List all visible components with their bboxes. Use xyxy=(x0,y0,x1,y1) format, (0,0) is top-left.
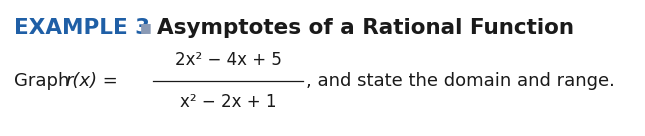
Text: Graph: Graph xyxy=(14,72,75,90)
Text: Asymptotes of a Rational Function: Asymptotes of a Rational Function xyxy=(157,18,574,38)
Text: 2x² − 4x + 5: 2x² − 4x + 5 xyxy=(175,51,281,69)
Text: EXAMPLE 3: EXAMPLE 3 xyxy=(14,18,150,38)
Text: , and state the domain and range.: , and state the domain and range. xyxy=(306,72,615,90)
Text: =: = xyxy=(97,72,123,90)
Text: x² − 2x + 1: x² − 2x + 1 xyxy=(180,93,276,111)
Text: r(x): r(x) xyxy=(65,72,97,90)
Text: ■: ■ xyxy=(140,21,152,35)
